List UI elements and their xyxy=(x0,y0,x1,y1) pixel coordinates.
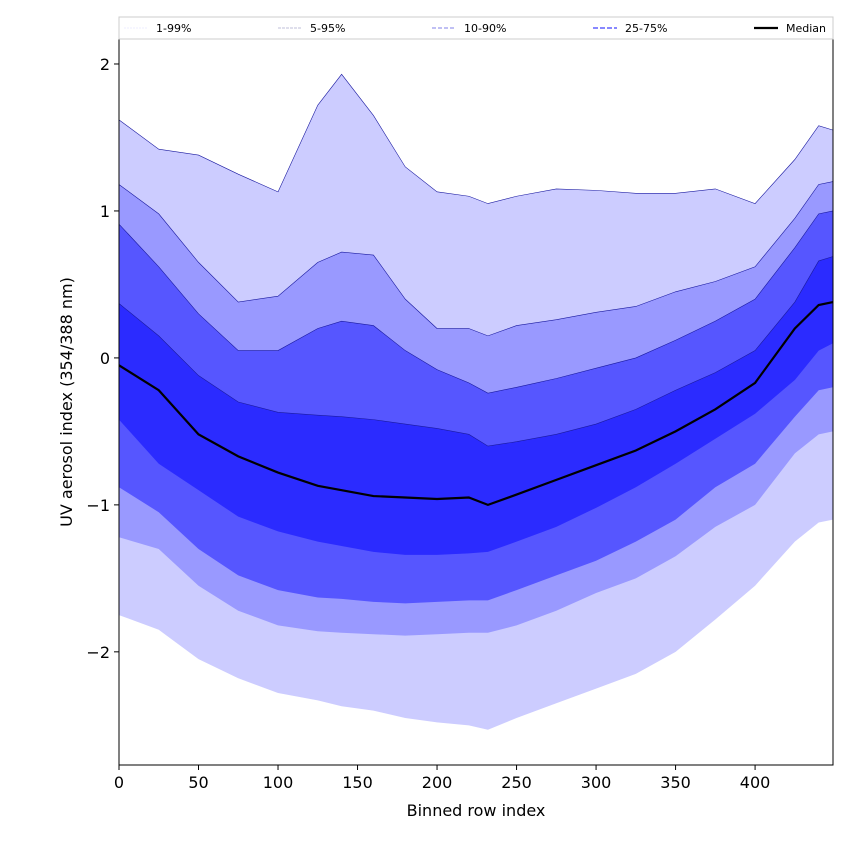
y-tick-label: 1 xyxy=(100,202,110,221)
legend-item: 10-90% xyxy=(432,22,506,35)
x-axis-ticks: 0 50 100 150 200 250 300 350 400 xyxy=(114,765,770,792)
legend-label: Median xyxy=(786,22,826,35)
y-tick-label: −1 xyxy=(86,496,110,515)
x-axis-label: Binned row index xyxy=(407,801,546,820)
x-tick-label: 400 xyxy=(740,773,771,792)
y-tick-label: 0 xyxy=(100,349,110,368)
x-tick-label: 200 xyxy=(422,773,453,792)
band-edge-p95 xyxy=(118,181,834,337)
y-axis-ticks: 2 1 0 −1 −2 xyxy=(86,55,119,662)
legend-item: 5-95% xyxy=(278,22,345,35)
legend-item: Median xyxy=(754,22,826,35)
x-tick-label: 50 xyxy=(188,773,208,792)
band-edge-p75 xyxy=(118,256,834,447)
x-tick-label: 0 xyxy=(114,773,124,792)
legend-item: 25-75% xyxy=(593,22,667,35)
x-tick-label: 300 xyxy=(581,773,612,792)
legend-label: 5-95% xyxy=(310,22,345,35)
band-edge-p99 xyxy=(118,73,834,204)
band-edge-p90 xyxy=(118,210,834,394)
x-tick-label: 350 xyxy=(660,773,691,792)
legend-item: 1-99% xyxy=(124,22,191,35)
legend: 1-99% 5-95% 10-90% 25-75% Median xyxy=(118,16,834,40)
y-axis-label: UV aerosol index (354/388 nm) xyxy=(57,277,76,527)
legend-label: 1-99% xyxy=(156,22,191,35)
x-tick-label: 150 xyxy=(342,773,373,792)
x-tick-label: 100 xyxy=(263,773,294,792)
y-tick-label: 2 xyxy=(100,55,110,74)
band-25-75% xyxy=(119,256,833,555)
legend-label: 10-90% xyxy=(464,22,506,35)
legend-label: 25-75% xyxy=(625,22,667,35)
percentile-bands xyxy=(118,73,834,730)
x-tick-label: 250 xyxy=(501,773,532,792)
median-line xyxy=(118,300,834,507)
y-tick-label: −2 xyxy=(86,643,110,662)
